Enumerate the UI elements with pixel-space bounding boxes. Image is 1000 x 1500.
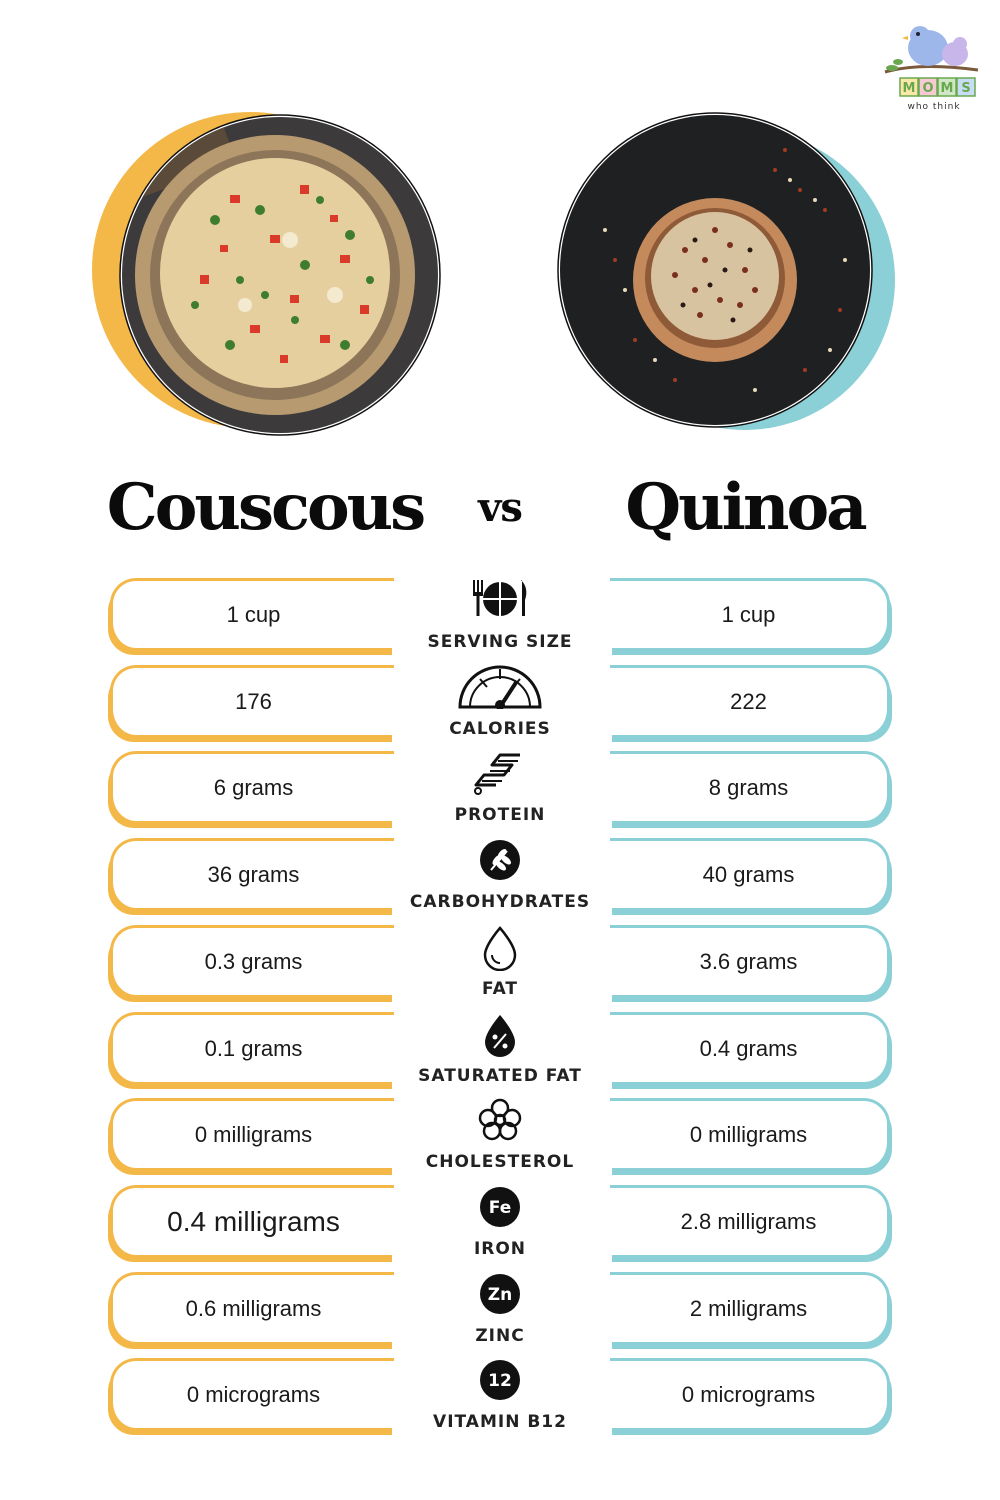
vs-label: vs	[478, 484, 523, 531]
gauge-icon	[458, 665, 542, 709]
couscous-value: 0.4 milligrams	[110, 1185, 394, 1255]
row-fat: 0.3 grams FAT 3.6 grams	[0, 925, 1000, 1005]
nutrient-label: VITAMIN B12	[433, 1412, 567, 1432]
couscous-value: 0.3 grams	[110, 925, 394, 995]
row-protein: 6 grams PROTEIN 8 grams	[0, 751, 1000, 831]
nutrient-label-block: FAT	[400, 925, 600, 1005]
drop-icon	[483, 926, 517, 971]
quinoa-value: 222	[610, 665, 890, 735]
nutrient-label: IRON	[473, 1239, 527, 1259]
nutrient-label-block: Zn ZINC	[400, 1272, 600, 1352]
couscous-value: 36 grams	[110, 838, 394, 908]
molecule-icon	[478, 1098, 522, 1141]
logo-letter-s: S	[961, 81, 970, 96]
couscous-value: 6 grams	[110, 751, 394, 821]
row-saturated-fat: 0.1 grams SATURATED FAT 0.4 grams	[0, 1012, 1000, 1092]
nutrient-label-block: PROTEIN	[400, 751, 600, 831]
wheat-icon	[480, 840, 520, 880]
row-iron: 0.4 milligrams Fe IRON 2.8 milligrams	[0, 1185, 1000, 1265]
row-zinc: 0.6 milligrams Zn ZINC 2 milligrams	[0, 1272, 1000, 1352]
quinoa-value: 0.4 grams	[610, 1012, 890, 1082]
moms-who-think-logo: M O M S who think	[880, 22, 980, 117]
quinoa-value: 2 milligrams	[610, 1272, 890, 1342]
row-calories: 176 CALORIES 222	[0, 665, 1000, 745]
nutrient-label: PROTEIN	[454, 805, 546, 825]
logo-letter-o: O	[922, 81, 933, 96]
zinc-zn-icon: Zn	[480, 1274, 520, 1314]
couscous-photo	[92, 112, 441, 436]
nutrient-label-block: CALORIES	[400, 665, 600, 745]
row-cholesterol: 0 milligrams CHOLESTEROL 0 milligrams	[0, 1098, 1000, 1178]
quinoa-value: 3.6 grams	[610, 925, 890, 995]
quinoa-value: 1 cup	[610, 578, 890, 648]
quinoa-title: Quinoa	[625, 470, 867, 545]
protein-chain-icon	[474, 753, 520, 795]
couscous-title: Couscous	[106, 470, 426, 545]
nutrient-label: FAT	[481, 979, 519, 999]
fork-plate-knife-icon	[473, 580, 527, 616]
nutrient-label-block: 12 VITAMIN B12	[400, 1358, 600, 1438]
nutrient-label-block: Fe IRON	[400, 1185, 600, 1265]
element-symbol: Zn	[488, 1285, 512, 1305]
couscous-value: 176	[110, 665, 394, 735]
quinoa-value: 40 grams	[610, 838, 890, 908]
nutrient-label: SERVING SIZE	[427, 632, 573, 652]
quinoa-photo	[557, 112, 895, 430]
element-symbol: Fe	[489, 1198, 511, 1218]
logo-letter-m2: M	[941, 81, 954, 96]
quinoa-value: 8 grams	[610, 751, 890, 821]
row-serving-size: 1 cup SERVING SIZE 1 cup	[0, 578, 1000, 658]
nutrient-label-block: CARBOHYDRATES	[400, 838, 600, 918]
vitamin-number: 12	[488, 1371, 512, 1391]
couscous-value: 0.6 milligrams	[110, 1272, 394, 1342]
row-vitamin-b12: 0 micrograms 12 VITAMIN B12 0 micrograms	[0, 1358, 1000, 1438]
iron-fe-icon: Fe	[480, 1187, 520, 1227]
percent-drop-icon	[485, 1015, 515, 1057]
nutrient-label-block: SERVING SIZE	[400, 578, 600, 658]
nutrient-label-block: SATURATED FAT	[400, 1012, 600, 1092]
logo-tagline: who think	[907, 102, 961, 112]
couscous-value: 1 cup	[110, 578, 394, 648]
couscous-value: 0 micrograms	[110, 1358, 394, 1428]
nutrient-label: SATURATED FAT	[418, 1066, 582, 1086]
nutrient-label: CHOLESTEROL	[425, 1152, 575, 1172]
logo-letter-m1: M	[903, 81, 916, 96]
bird-logo-icon: M O M S	[884, 26, 979, 97]
b12-icon: 12	[480, 1360, 520, 1400]
nutrient-label: ZINC	[475, 1326, 525, 1346]
nutrient-label: CARBOHYDRATES	[409, 892, 591, 912]
row-carbohydrates: 36 grams CARBOHYDRATES 40 grams	[0, 838, 1000, 918]
nutrient-label: CALORIES	[449, 719, 551, 739]
couscous-value: 0 milligrams	[110, 1098, 394, 1168]
nutrient-label-block: CHOLESTEROL	[400, 1098, 600, 1178]
quinoa-value: 2.8 milligrams	[610, 1185, 890, 1255]
quinoa-value: 0 micrograms	[610, 1358, 890, 1428]
couscous-value: 0.1 grams	[110, 1012, 394, 1082]
quinoa-value: 0 milligrams	[610, 1098, 890, 1168]
